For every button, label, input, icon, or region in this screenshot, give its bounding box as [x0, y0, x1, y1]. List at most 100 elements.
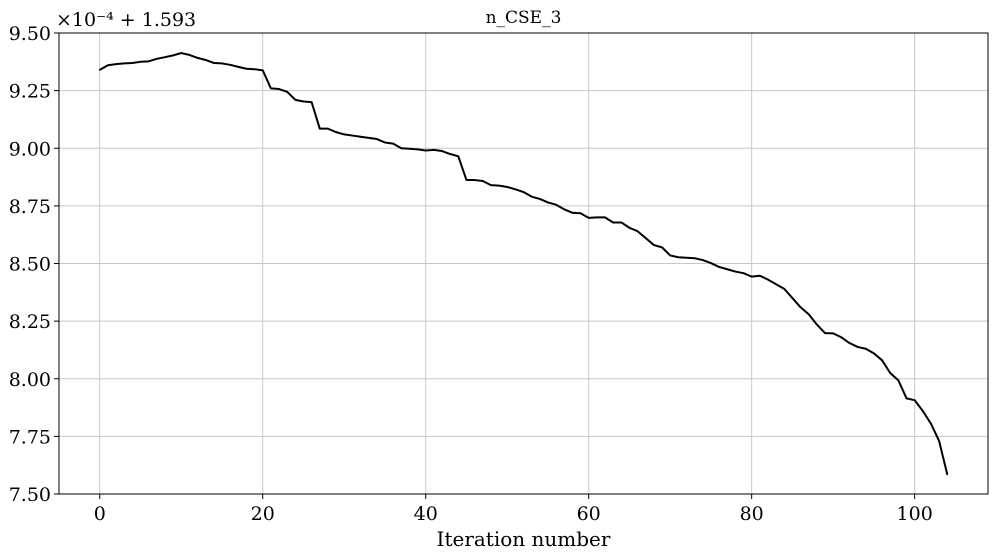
- data-point: [245, 67, 248, 70]
- data-point: [351, 134, 354, 137]
- data-point: [107, 64, 109, 67]
- data-point: [335, 131, 337, 133]
- data-point: [905, 397, 908, 400]
- data-point: [123, 62, 125, 65]
- data-point: [213, 62, 215, 64]
- y-offset-label: ×10⁻⁴ + 1.593: [56, 9, 196, 31]
- data-point: [481, 180, 484, 182]
- data-point: [710, 262, 712, 264]
- data-point: [514, 188, 517, 191]
- data-point: [473, 179, 476, 181]
- data-point: [596, 216, 598, 219]
- y-tick-label: 9.25: [9, 81, 51, 103]
- y-tick-label: 9.50: [9, 23, 51, 45]
- x-tick-label: 100: [897, 503, 933, 525]
- data-point: [636, 230, 639, 233]
- x-axis-ticks: 0 20 40 60 80 100: [94, 494, 933, 525]
- data-point: [278, 88, 280, 90]
- data-point: [147, 60, 150, 63]
- data-point: [164, 56, 166, 58]
- data-point: [261, 69, 264, 72]
- data-point: [685, 256, 688, 259]
- data-point: [367, 137, 370, 139]
- data-point: [310, 101, 313, 103]
- data-point: [571, 211, 574, 214]
- y-tick-label: 7.75: [9, 426, 51, 448]
- data-point: [188, 54, 191, 56]
- data-point: [115, 63, 117, 65]
- x-axis-label: Iteration number: [437, 527, 611, 551]
- data-point: [457, 155, 460, 158]
- data-point: [653, 244, 655, 246]
- x-tick-label: 60: [577, 503, 601, 525]
- y-tick-label: 9.00: [9, 138, 51, 160]
- data-point: [881, 359, 883, 362]
- data-point: [824, 332, 826, 334]
- data-point: [701, 259, 704, 261]
- data-point: [498, 184, 500, 187]
- data-point: [196, 57, 199, 59]
- data-point: [441, 150, 443, 152]
- data-point: [547, 201, 549, 204]
- data-point: [677, 256, 680, 259]
- data-point: [449, 153, 451, 155]
- data-point: [229, 64, 231, 66]
- data-point: [873, 352, 875, 355]
- data-point: [433, 149, 435, 151]
- data-point: [343, 133, 346, 136]
- data-point: [718, 266, 720, 268]
- data-point: [294, 99, 297, 101]
- data-point: [359, 135, 362, 138]
- data-point: [139, 61, 142, 63]
- data-point: [579, 212, 582, 215]
- x-tick-label: 80: [740, 503, 764, 525]
- data-point: [490, 184, 492, 186]
- data-point: [726, 268, 729, 271]
- data-point: [400, 147, 403, 150]
- data-point: [237, 66, 240, 68]
- data-point: [938, 440, 940, 442]
- data-point: [604, 216, 606, 219]
- data-point: [913, 399, 916, 401]
- data-point: [131, 62, 134, 64]
- data-point: [620, 221, 623, 224]
- y-tick-label: 7.50: [9, 484, 51, 506]
- data-point: [506, 186, 509, 188]
- data-point: [530, 195, 533, 198]
- series-line-group: [98, 52, 949, 476]
- x-tick-label: 0: [94, 503, 106, 525]
- data-point: [856, 346, 859, 348]
- data-point: [767, 278, 769, 281]
- data-point: [742, 272, 745, 274]
- data-point: [302, 100, 305, 103]
- data-point: [628, 226, 631, 229]
- y-tick-label: 8.25: [9, 311, 51, 333]
- data-point: [734, 270, 737, 273]
- data-point: [644, 237, 647, 239]
- data-point: [376, 138, 378, 140]
- data-point: [930, 422, 932, 425]
- data-point: [180, 52, 183, 54]
- data-point: [783, 288, 786, 290]
- data-point: [816, 323, 818, 326]
- data-point: [155, 58, 158, 60]
- data-point: [889, 372, 892, 374]
- data-point: [791, 297, 794, 299]
- data-point: [416, 148, 419, 151]
- x-tick-label: 40: [414, 503, 438, 525]
- data-point: [848, 342, 851, 344]
- data-point: [318, 127, 321, 130]
- data-point: [384, 141, 386, 144]
- data-point: [327, 127, 329, 130]
- data-point: [693, 257, 696, 260]
- data-point: [946, 473, 949, 476]
- data-point: [669, 254, 671, 257]
- data-point: [253, 68, 256, 70]
- y-axis-ticks: 7.50 7.75 8.00 8.25 8.50 8.75 9.00 9.25 9.50: [9, 23, 59, 506]
- data-point: [555, 203, 557, 206]
- data-point: [922, 410, 924, 412]
- data-point: [522, 191, 525, 193]
- data-point: [897, 379, 900, 382]
- data-point: [587, 217, 590, 219]
